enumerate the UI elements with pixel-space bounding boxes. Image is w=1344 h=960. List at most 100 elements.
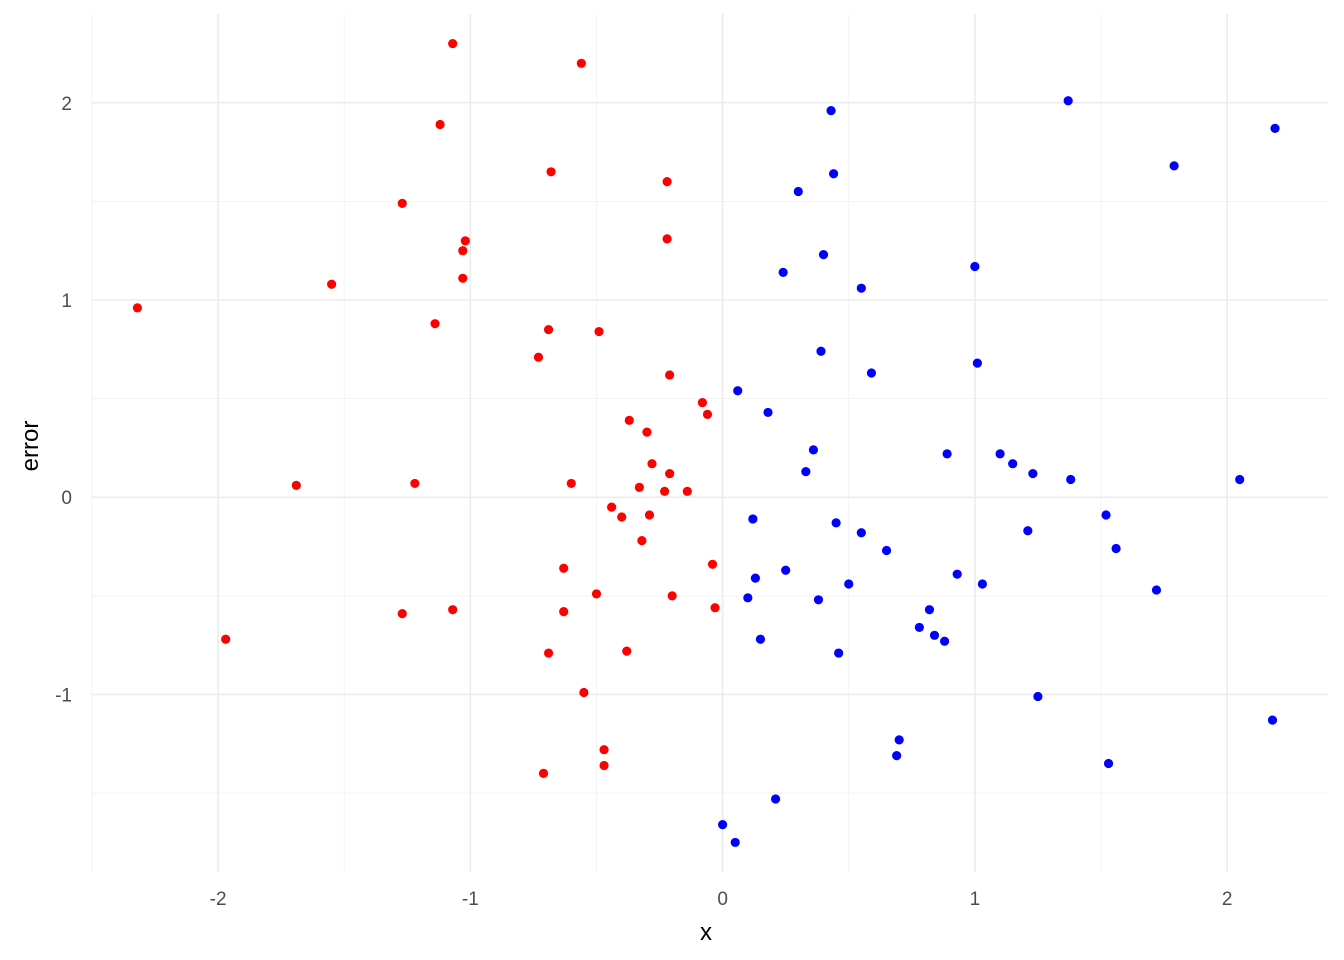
data-point — [707, 559, 718, 569]
y-tick-label: -1 — [55, 685, 72, 706]
data-point — [856, 528, 866, 538]
data-point — [566, 478, 576, 489]
data-point — [816, 346, 826, 356]
data-points — [132, 38, 1280, 848]
data-point — [397, 198, 407, 208]
data-point — [866, 368, 877, 378]
data-point — [647, 459, 657, 469]
data-point — [624, 415, 634, 425]
data-point — [637, 536, 647, 546]
data-point — [1103, 758, 1114, 769]
data-point — [750, 573, 761, 583]
data-point — [1063, 96, 1073, 106]
data-point — [559, 563, 569, 573]
data-point — [829, 169, 839, 179]
data-point — [634, 482, 644, 492]
data-point — [808, 445, 819, 455]
minor-gridlines — [91, 14, 1328, 872]
data-point — [834, 648, 844, 658]
data-point — [977, 579, 988, 589]
data-point — [665, 370, 675, 380]
data-point — [533, 352, 544, 362]
data-point — [929, 630, 940, 640]
data-point — [748, 514, 758, 524]
data-point — [448, 38, 458, 49]
data-point — [667, 591, 677, 601]
data-point — [543, 648, 554, 658]
data-point — [546, 167, 556, 177]
data-point — [952, 569, 962, 579]
data-point — [970, 261, 980, 272]
data-point — [718, 820, 728, 830]
y-tick-label: 2 — [61, 94, 72, 115]
data-point — [1028, 468, 1038, 479]
x-tick-label: -1 — [462, 889, 479, 910]
data-point — [591, 589, 602, 599]
data-point — [894, 735, 904, 745]
data-point — [644, 510, 655, 520]
data-point — [781, 565, 791, 575]
data-point — [702, 409, 713, 419]
data-point — [813, 595, 824, 605]
data-point — [430, 319, 440, 329]
data-point — [1235, 474, 1245, 485]
data-point — [1101, 510, 1111, 520]
data-point — [697, 397, 708, 408]
data-point — [743, 593, 753, 603]
x-tick-label: -2 — [210, 889, 227, 910]
data-point — [995, 449, 1005, 459]
data-point — [1267, 715, 1278, 725]
x-tick-label: 1 — [970, 889, 981, 910]
data-point — [881, 545, 892, 556]
data-point — [599, 760, 609, 771]
data-point — [458, 246, 468, 256]
data-point — [924, 605, 935, 615]
data-point — [662, 177, 672, 187]
data-point — [770, 794, 781, 804]
major-gridlines — [92, 14, 1328, 872]
data-point — [1169, 161, 1179, 171]
data-point — [662, 234, 672, 244]
data-point — [778, 267, 788, 277]
data-point — [659, 486, 670, 496]
data-point — [543, 324, 554, 335]
data-point — [733, 386, 743, 396]
data-point — [327, 279, 337, 289]
data-point — [730, 837, 740, 848]
data-point — [1033, 691, 1043, 702]
data-point — [1270, 123, 1280, 133]
data-point — [594, 326, 604, 337]
data-point — [914, 622, 924, 633]
data-point — [410, 478, 420, 489]
data-point — [710, 603, 720, 613]
data-point — [826, 106, 836, 116]
data-point — [599, 745, 609, 755]
data-point — [435, 119, 445, 130]
data-point — [576, 58, 586, 68]
data-point — [972, 358, 982, 368]
data-point — [818, 250, 829, 260]
y-tick-label: 1 — [61, 291, 72, 312]
data-point — [801, 467, 811, 477]
data-point — [579, 687, 589, 698]
data-point — [397, 609, 407, 619]
data-point — [460, 236, 470, 246]
x-axis-title: x — [700, 919, 712, 946]
data-point — [763, 407, 773, 418]
y-axis-tick-labels: -1 0 1 2 — [55, 94, 72, 707]
x-tick-label: 2 — [1222, 889, 1233, 910]
data-point — [844, 579, 854, 589]
data-point — [559, 607, 569, 617]
data-point — [856, 283, 866, 293]
data-point — [1023, 526, 1033, 536]
data-point — [448, 605, 458, 615]
y-axis-title: error — [17, 421, 44, 472]
data-point — [132, 303, 143, 313]
x-tick-label: 0 — [717, 889, 728, 910]
data-point — [793, 186, 803, 197]
data-point — [755, 634, 766, 644]
data-point — [1008, 459, 1018, 469]
data-point — [1111, 543, 1121, 554]
